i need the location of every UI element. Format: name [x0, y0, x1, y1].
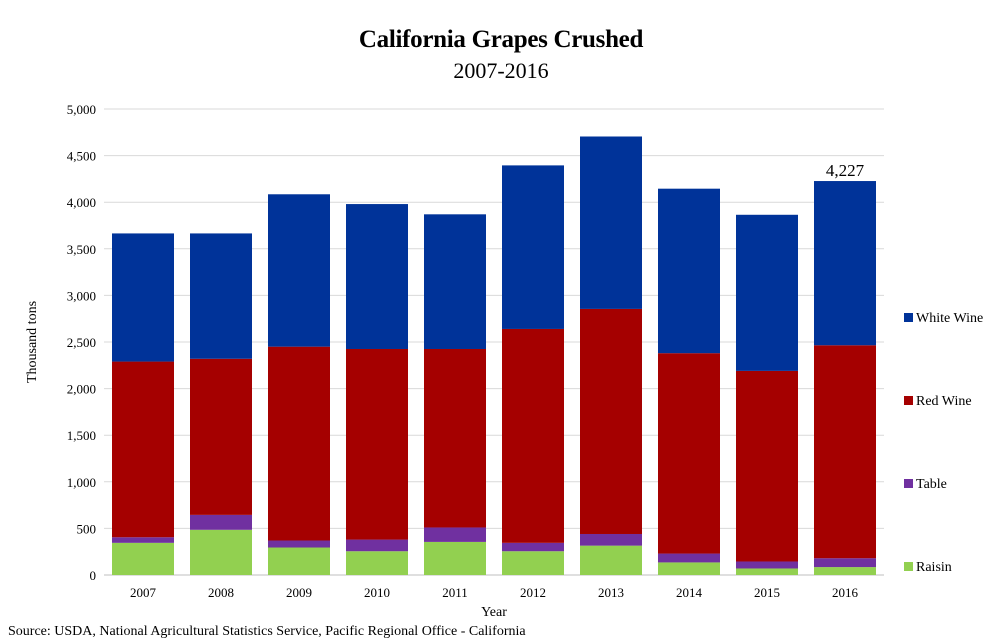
y-tick-label: 4,500 [67, 149, 96, 164]
bar-white-wine [580, 136, 642, 309]
bar-table [658, 553, 720, 563]
legend-label: White Wine [916, 311, 983, 326]
legend-swatch [904, 562, 913, 571]
bar-table [580, 533, 642, 546]
stacked-bar-chart: 0 500 1,000 1,500 2,000 2,500 3,000 3,500 4,000 4… [25, 102, 983, 620]
total-annotation: 4,227 [826, 161, 865, 180]
legend-swatch [904, 479, 913, 488]
bar-table [268, 540, 330, 548]
y-tick-label: 0 [90, 568, 97, 583]
bar-raisin [424, 541, 486, 575]
x-tick-label: 2009 [286, 585, 312, 600]
chart-subtitle: 2007-2016 [453, 58, 549, 83]
x-tick-label: 2016 [832, 585, 859, 600]
x-tick-label: 2008 [208, 585, 234, 600]
y-axis-label: Thousand tons [25, 301, 40, 383]
bar-white-wine [268, 194, 330, 347]
bar-white-wine [736, 214, 798, 371]
bar-raisin [346, 551, 408, 575]
x-tick-label: 2010 [364, 585, 390, 600]
bar-table [424, 527, 486, 542]
x-tick-label: 2014 [676, 585, 703, 600]
y-tick-label: 1,000 [67, 475, 96, 490]
bar-white-wine [814, 181, 876, 346]
y-tick-label: 1,500 [67, 428, 96, 443]
x-axis-label: Year [481, 605, 507, 620]
bar-raisin [502, 551, 564, 575]
legend-swatch [904, 313, 913, 322]
bar-table [190, 514, 252, 530]
chart-title: California Grapes Crushed [358, 26, 644, 53]
y-tick-label: 500 [77, 521, 97, 536]
bar-white-wine [424, 214, 486, 349]
bar-red-wine [424, 348, 486, 528]
bar-red-wine [190, 358, 252, 515]
x-tick-label: 2011 [442, 585, 468, 600]
bar-red-wine [658, 353, 720, 554]
bar-red-wine [736, 370, 798, 562]
bar-raisin [112, 542, 174, 575]
bar-red-wine [814, 345, 876, 559]
y-tick-label: 5,000 [67, 102, 96, 117]
bar-white-wine [190, 233, 252, 359]
bar-raisin [814, 567, 876, 575]
bar-white-wine [112, 233, 174, 362]
x-tick-label: 2012 [520, 585, 546, 600]
y-tick-label: 3,000 [67, 288, 96, 303]
x-tick-label: 2015 [754, 585, 780, 600]
bar-raisin [658, 562, 720, 575]
bar-white-wine [502, 165, 564, 329]
legend-label: Red Wine [916, 394, 972, 409]
bar-raisin [736, 568, 798, 575]
bar-table [814, 558, 876, 568]
bar-raisin [190, 529, 252, 575]
bar-red-wine [112, 361, 174, 538]
bar-red-wine [580, 308, 642, 534]
x-tick-label: 2007 [130, 585, 157, 600]
bar-red-wine [502, 328, 564, 543]
legend-label: Raisin [916, 560, 952, 575]
bar-raisin [268, 547, 330, 575]
bar-table [112, 537, 174, 543]
bar-red-wine [346, 348, 408, 540]
y-tick-label: 4,000 [67, 195, 96, 210]
bar-table [502, 542, 564, 552]
x-tick-label: 2013 [598, 585, 624, 600]
y-tick-label: 3,500 [67, 242, 96, 257]
source-note: Source: USDA, National Agricultural Stat… [8, 624, 526, 639]
bar-table [346, 539, 408, 552]
y-tick-label: 2,000 [67, 382, 96, 397]
bar-raisin [580, 545, 642, 575]
bar-table [736, 561, 798, 569]
bar-white-wine [658, 188, 720, 354]
y-tick-label: 2,500 [67, 335, 96, 350]
legend-label: Table [916, 477, 947, 492]
bar-white-wine [346, 204, 408, 349]
legend-swatch [904, 396, 913, 405]
bar-red-wine [268, 346, 330, 541]
